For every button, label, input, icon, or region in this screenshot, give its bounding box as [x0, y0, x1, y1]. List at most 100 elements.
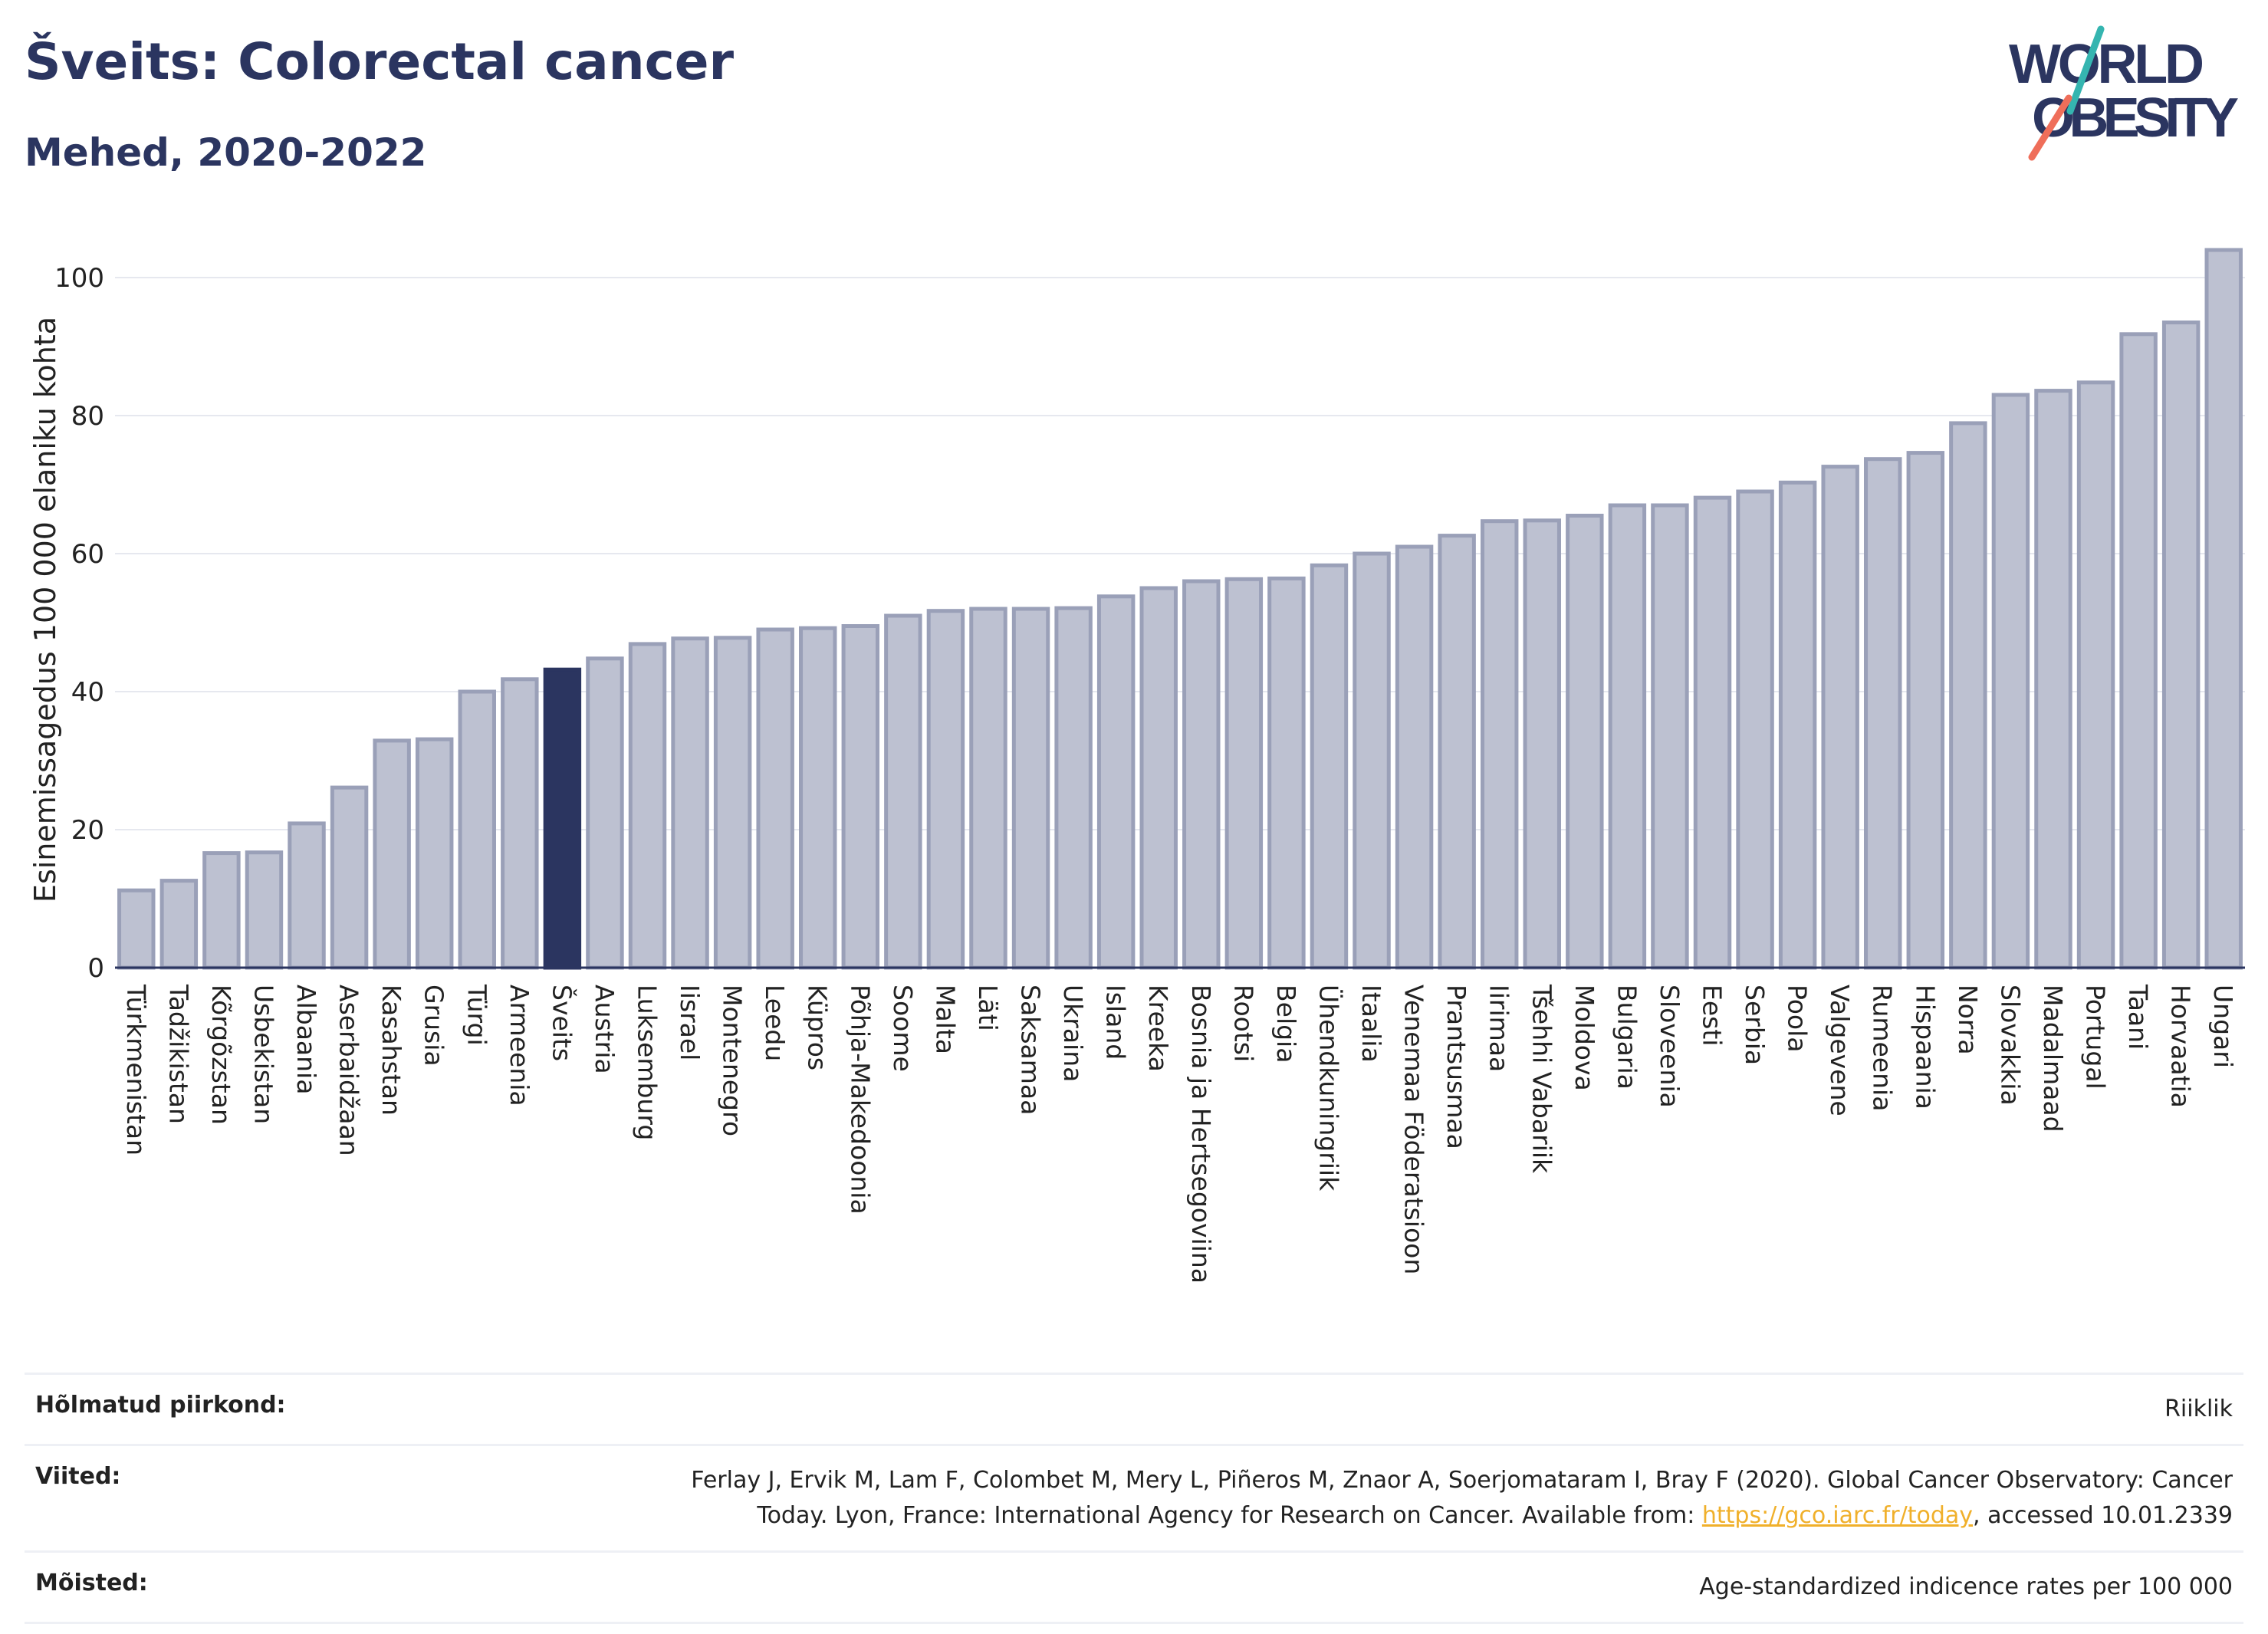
x-tick-label: Slovakkia [1995, 985, 2025, 1106]
reference-line-2-post: , accessed 10.01.2339 [1973, 1502, 2233, 1529]
bar [1906, 451, 1945, 970]
bar [756, 627, 794, 970]
chart-title: Šveits: Colorectal cancer [25, 32, 735, 91]
x-tick-label: Sloveenia [1655, 985, 1685, 1108]
bar [1480, 519, 1519, 970]
bar [415, 737, 454, 970]
bar [799, 626, 837, 970]
logo-slash-teal [2066, 25, 2105, 115]
x-tick-label: Rumeenia [1868, 985, 1898, 1111]
y-tick-label: 100 [54, 263, 104, 294]
bar [1139, 586, 1178, 970]
x-tick-label: Montenegro [718, 985, 748, 1136]
bar [671, 636, 709, 970]
references-label: Viited: [35, 1463, 121, 1490]
bar-highlighted [543, 667, 582, 970]
footer-info: Hõlmatud piirkond: Riiklik Viited: Ferla… [25, 1373, 2243, 1624]
x-tick-label: Iirimaa [1484, 985, 1514, 1072]
bar [1693, 495, 1732, 970]
x-tick-label: Serbia [1740, 985, 1770, 1065]
x-tick-label: Türgi [462, 984, 491, 1046]
x-tick-label: Ungari [2208, 985, 2238, 1068]
chart-subtitle: Mehed, 2020-2022 [25, 130, 427, 175]
logo-slash-coral [2028, 94, 2072, 161]
references-value: Ferlay J, Ervik M, Lam F, Colombet M, Me… [691, 1463, 2233, 1534]
x-tick-label: Taani [2123, 984, 2153, 1050]
bar [2204, 248, 2243, 970]
x-tick-label: Leedu [760, 985, 790, 1061]
bar [458, 689, 496, 970]
bar [2034, 389, 2072, 970]
x-tick-label: Poola [1783, 985, 1813, 1053]
bar [1523, 518, 1561, 970]
x-tick-label: Bulgaria [1612, 985, 1642, 1090]
x-tick-label: Moldova [1570, 985, 1599, 1091]
y-tick-label: 60 [71, 539, 104, 570]
bar [628, 642, 667, 970]
bar [1054, 606, 1093, 970]
bar [1651, 503, 1689, 970]
x-tick-label: Kreeka [1143, 985, 1173, 1072]
x-tick-label: Portugal [2081, 985, 2111, 1090]
bar [1224, 577, 1264, 970]
bar [1736, 489, 1774, 970]
y-axis-label: Esinemissagedus 100 000 elaniku kohta [28, 317, 62, 902]
x-tick-label: Soome [888, 985, 918, 1072]
reference-line-2-pre: Today. Lyon, France: International Agenc… [757, 1502, 1702, 1529]
bar [2119, 332, 2158, 970]
bar [1011, 607, 1050, 970]
x-tick-label: Armeenia [505, 985, 534, 1106]
world-obesity-logo: WORLD OBESITY [2009, 25, 2239, 161]
bar [1310, 563, 1349, 970]
bar [1182, 579, 1221, 970]
x-tick-label: Usbekistan [248, 985, 278, 1124]
reference-link[interactable]: https://gco.iarc.fr/today [1701, 1502, 1974, 1529]
y-tick-label: 20 [71, 815, 104, 846]
x-tick-label: Luksemburg [633, 985, 662, 1140]
bar [202, 851, 241, 970]
x-tick-labels: Türkmenistan Tadžikistan Kõrgõzstan Usbekis… [121, 984, 2238, 1284]
x-tick-label: Ukraina [1058, 985, 1088, 1082]
y-tick-label: 40 [71, 677, 104, 708]
definitions-value: Age-standardized indicence rates per 100… [1699, 1573, 2233, 1600]
bar [2076, 380, 2115, 970]
y-tick-label: 80 [71, 401, 104, 432]
y-tick-label: 0 [87, 953, 104, 984]
x-tick-label: Kõrgõzstan [206, 985, 236, 1125]
footer-row-coverage: Hõlmatud piirkond: Riiklik [25, 1373, 2243, 1444]
y-tick-labels: 0 20 40 60 80 100 [54, 263, 104, 984]
x-tick-label: Bosnia ja Hertsegoviina [1186, 985, 1216, 1284]
x-tick-label: Itaalia [1356, 985, 1386, 1063]
bar [713, 636, 752, 970]
bar [1267, 576, 1306, 970]
x-tick-label: Ühendkuningriik [1313, 985, 1344, 1192]
bar-chart: 0 20 40 60 80 100 Esinemissagedus 100 000 ela… [28, 248, 2245, 1284]
bar [1991, 393, 2030, 970]
bar [1566, 514, 1604, 970]
x-tick-label: Valgevene [1825, 985, 1855, 1116]
x-tick-label: Tšehhi Vabariik [1527, 984, 1556, 1174]
x-tick-label: Kasahstan [376, 985, 406, 1116]
bar [884, 613, 922, 970]
bar [1821, 465, 1859, 970]
bar [1608, 503, 1647, 970]
bar [1864, 457, 1902, 970]
x-tick-label: Belgia [1271, 985, 1301, 1063]
bar [1949, 421, 1987, 970]
bar [159, 879, 199, 970]
x-tick-label: Aserbaidžaan [334, 985, 364, 1156]
coverage-label: Hõlmatud piirkond: [35, 1392, 286, 1419]
bar [373, 738, 411, 970]
bar [1438, 534, 1476, 970]
bar [1395, 544, 1434, 970]
coverage-value: Riiklik [2164, 1396, 2233, 1422]
bar [1353, 551, 1391, 970]
x-tick-label: Põhja-Makedoonia [845, 985, 875, 1215]
x-tick-label: Prantsusmaa [1441, 985, 1471, 1149]
reference-line-1: Ferlay J, Ervik M, Lam F, Colombet M, Me… [691, 1467, 2233, 1494]
x-tick-label: Eesti [1698, 985, 1727, 1046]
definitions-label: Mõisted: [35, 1570, 148, 1596]
footer-row-references: Viited: Ferlay J, Ervik M, Lam F, Colomb… [25, 1444, 2243, 1550]
bar [841, 624, 880, 970]
x-tick-label: Šveits [547, 985, 577, 1061]
